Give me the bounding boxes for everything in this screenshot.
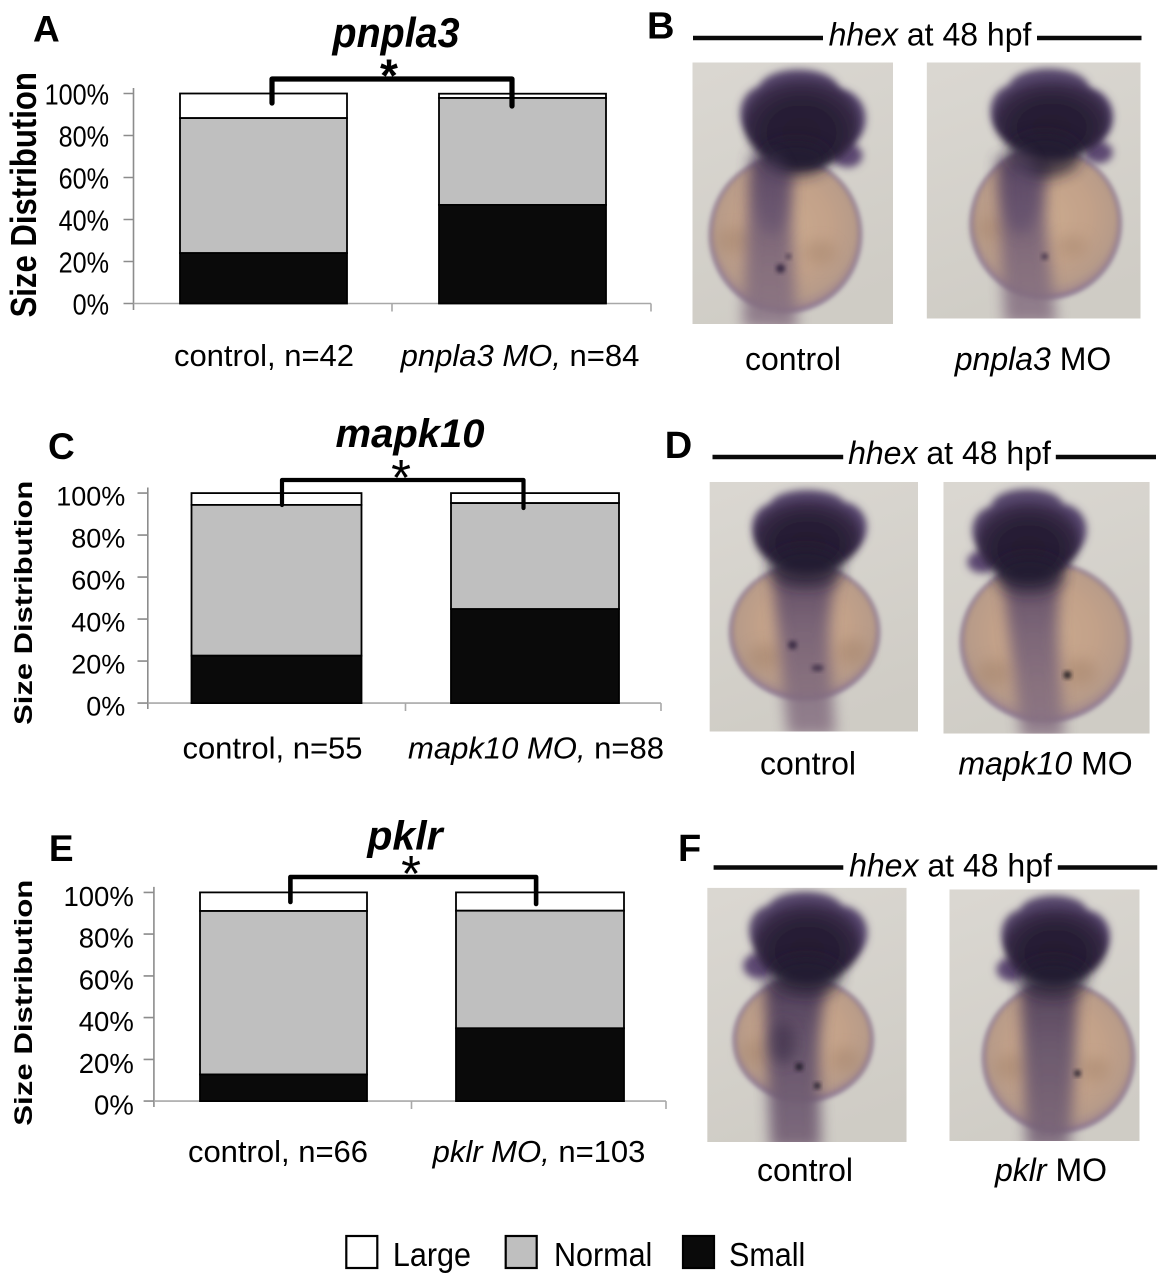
svg-text:100%: 100% (63, 881, 133, 912)
svg-text:pnpla3 MO: pnpla3 MO (954, 341, 1112, 377)
svg-text:Size Distribution: Size Distribution (5, 72, 45, 317)
svg-text:hhex at 48 hpf: hhex at 48 hpf (848, 435, 1051, 471)
svg-text:Normal: Normal (554, 1236, 652, 1273)
svg-text:0%: 0% (73, 288, 109, 321)
svg-text:mapk10: mapk10 (336, 412, 485, 456)
svg-text:60%: 60% (71, 565, 125, 595)
svg-text:40%: 40% (59, 204, 109, 237)
svg-text:E: E (49, 828, 74, 869)
svg-text:pklr MO: pklr MO (994, 1152, 1107, 1188)
svg-text:pnpla3: pnpla3 (332, 9, 460, 56)
svg-text:Small: Small (729, 1236, 805, 1273)
svg-text:60%: 60% (79, 965, 134, 996)
svg-text:control, n=42: control, n=42 (174, 338, 354, 373)
svg-text:40%: 40% (71, 607, 125, 637)
svg-text:C: C (48, 426, 75, 467)
svg-text:0%: 0% (94, 1090, 134, 1121)
svg-text:*: * (391, 449, 411, 506)
svg-text:80%: 80% (59, 120, 109, 153)
svg-text:Size Distribution: Size Distribution (9, 880, 37, 1126)
svg-text:Large: Large (393, 1236, 471, 1273)
svg-text:pklr MO, n=103: pklr MO, n=103 (432, 1134, 646, 1169)
svg-text:control: control (745, 341, 841, 377)
svg-text:20%: 20% (71, 649, 125, 679)
svg-text:Size Distribution: Size Distribution (10, 481, 38, 725)
svg-text:100%: 100% (45, 78, 109, 111)
svg-text:80%: 80% (71, 523, 125, 553)
svg-text:mapk10 MO, n=88: mapk10 MO, n=88 (408, 731, 664, 766)
svg-text:0%: 0% (86, 691, 125, 721)
svg-text:hhex at 48 hpf: hhex at 48 hpf (829, 17, 1032, 53)
svg-text:pnpla3 MO, n=84: pnpla3 MO, n=84 (400, 338, 640, 373)
svg-text:pklr: pklr (366, 813, 444, 859)
svg-text:100%: 100% (56, 481, 125, 511)
svg-text:control, n=55: control, n=55 (182, 731, 362, 766)
svg-text:B: B (647, 5, 674, 47)
svg-text:*: * (401, 845, 421, 902)
svg-text:control: control (760, 746, 856, 782)
svg-text:mapk10 MO: mapk10 MO (958, 746, 1132, 782)
svg-text:F: F (678, 828, 701, 870)
svg-text:D: D (665, 425, 692, 467)
svg-text:control: control (757, 1152, 853, 1188)
svg-text:40%: 40% (79, 1006, 134, 1037)
svg-text:80%: 80% (79, 923, 134, 954)
svg-text:*: * (380, 50, 398, 102)
svg-text:control, n=66: control, n=66 (188, 1134, 368, 1169)
svg-text:A: A (33, 9, 60, 50)
svg-text:60%: 60% (59, 162, 109, 195)
svg-text:hhex at 48 hpf: hhex at 48 hpf (849, 847, 1052, 883)
svg-text:20%: 20% (79, 1048, 134, 1079)
svg-text:20%: 20% (59, 246, 109, 279)
